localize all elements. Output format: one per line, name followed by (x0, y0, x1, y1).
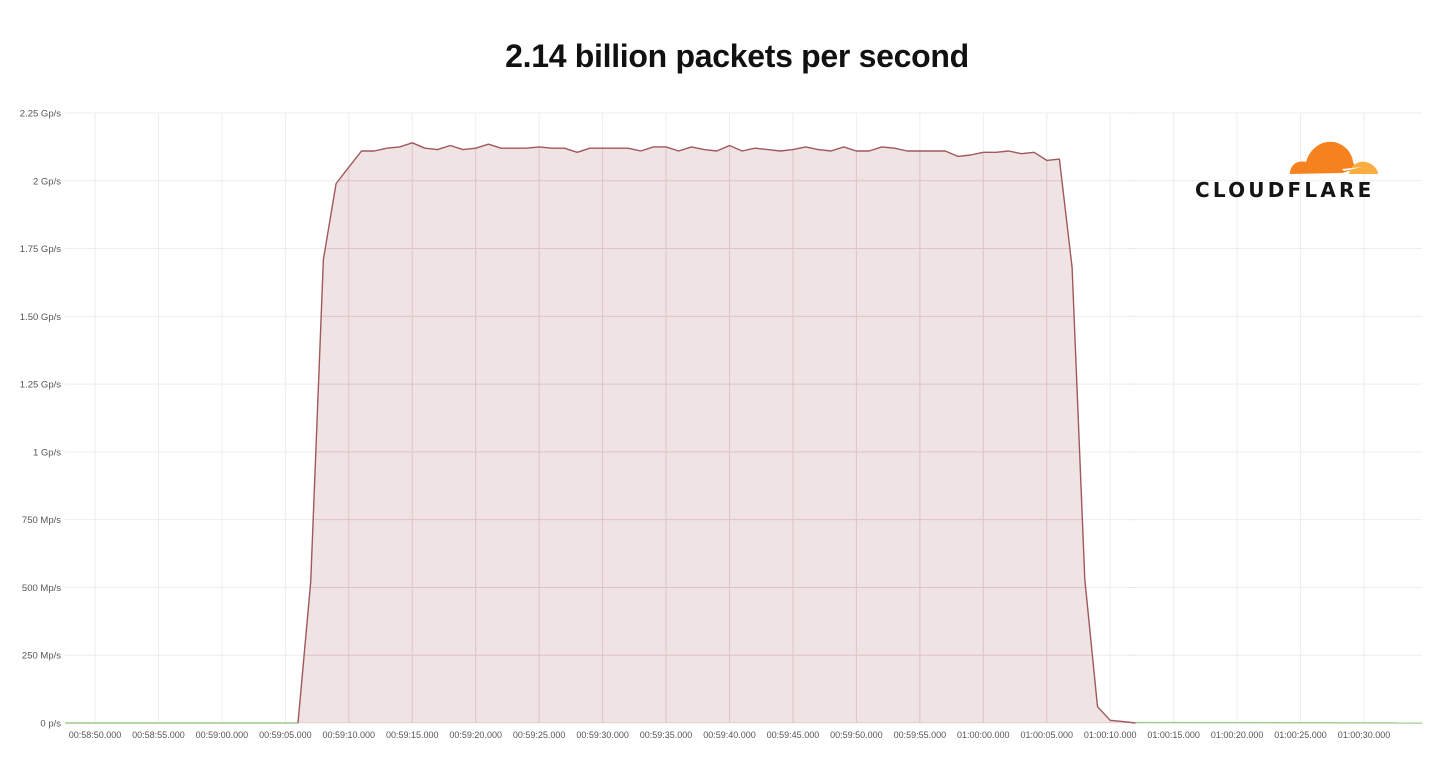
chart-title: 2.14 billion packets per second (505, 38, 969, 74)
y-tick-label: 1.75 Gp/s (20, 244, 61, 255)
chart-grid-overlay (298, 112, 1136, 724)
x-tick-label: 00:59:55.000 (894, 730, 947, 740)
cloudflare-logo (1192, 134, 1382, 204)
cloud-icon (1290, 141, 1378, 174)
y-tick-label: 1.50 Gp/s (20, 312, 61, 323)
x-tick-label: 01:00:30.000 (1338, 730, 1391, 740)
attack-area (298, 142, 1136, 724)
x-tick-label: 00:59:35.000 (640, 730, 693, 740)
x-tick-label: 00:59:15.000 (386, 730, 439, 740)
x-tick-label: 00:59:05.000 (259, 730, 312, 740)
y-axis: 0 p/s 250 Mp/s 500 Mp/s 750 Mp/s 1 Gp/s 1.25 … (20, 109, 61, 730)
y-tick-label: 1 Gp/s (33, 447, 61, 458)
y-tick-label: 500 Mp/s (22, 583, 61, 594)
x-tick-label: 01:00:00.000 (957, 730, 1010, 740)
x-tick-label: 01:00:05.000 (1020, 730, 1073, 740)
x-tick-label: 00:59:45.000 (767, 730, 820, 740)
x-tick-label: 01:00:10.000 (1084, 730, 1137, 740)
x-tick-label: 01:00:20.000 (1211, 730, 1264, 740)
x-tick-label: 00:59:50.000 (830, 730, 883, 740)
y-tick-label: 0 p/s (40, 719, 61, 730)
y-tick-label: 2.25 Gp/s (20, 109, 61, 120)
x-tick-label: 00:58:50.000 (69, 730, 122, 740)
x-tick-label: 01:00:15.000 (1147, 730, 1200, 740)
y-tick-label: 250 Mp/s (22, 651, 61, 662)
y-tick-label: 750 Mp/s (22, 515, 61, 526)
y-tick-label: 2 Gp/s (33, 176, 61, 187)
x-tick-label: 00:58:55.000 (132, 730, 185, 740)
y-tick-label: 1.25 Gp/s (20, 380, 61, 391)
brand-wordmark: CLOUDFLARE (1195, 178, 1375, 202)
x-tick-label: 00:59:25.000 (513, 730, 566, 740)
x-tick-label: 01:00:25.000 (1274, 730, 1327, 740)
x-tick-label: 00:59:00.000 (196, 730, 249, 740)
x-tick-label: 00:59:10.000 (323, 730, 376, 740)
x-tick-label: 00:59:30.000 (576, 730, 629, 740)
series-lines (65, 142, 1423, 724)
x-axis: 00:58:50.000 00:58:55.000 00:59:00.000 00:5… (69, 730, 1391, 740)
x-tick-label: 00:59:20.000 (449, 730, 502, 740)
x-tick-label: 00:59:40.000 (703, 730, 756, 740)
